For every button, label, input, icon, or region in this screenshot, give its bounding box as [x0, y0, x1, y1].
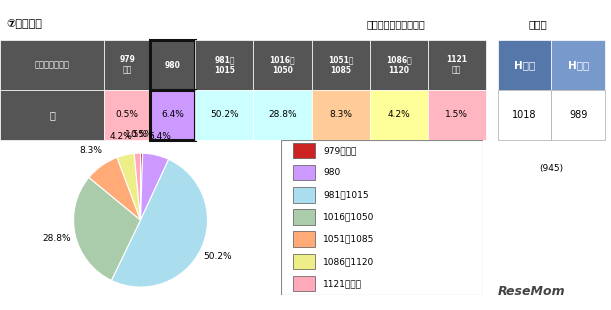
Text: 6.4%: 6.4% [161, 110, 184, 119]
Bar [370, 40, 428, 90]
Bar [498, 40, 552, 90]
Wedge shape [141, 153, 169, 220]
Bar [428, 90, 486, 140]
Text: 1016～1050: 1016～1050 [323, 212, 375, 222]
Wedge shape [111, 159, 208, 287]
Bar [552, 40, 605, 90]
Wedge shape [134, 153, 141, 220]
Bar [150, 40, 196, 90]
Bar [293, 276, 315, 291]
Text: 980: 980 [323, 168, 341, 177]
Bar [196, 90, 254, 140]
Text: 28.8%: 28.8% [43, 234, 71, 243]
Bar [104, 40, 150, 90]
Text: H２２: H２２ [514, 60, 535, 70]
Text: 4.2%: 4.2% [110, 132, 133, 141]
Bar [104, 90, 150, 140]
Text: 28.8%: 28.8% [268, 110, 297, 119]
Text: 6.4%: 6.4% [149, 132, 172, 141]
Bar [293, 209, 315, 225]
Text: 989: 989 [569, 110, 587, 120]
Bar [0, 40, 104, 90]
Bar [293, 232, 315, 247]
Text: 8.3%: 8.3% [329, 110, 352, 119]
Text: ＊太枚は標準授業時数: ＊太枚は標準授業時数 [367, 19, 425, 29]
Text: 1051～1085: 1051～1085 [323, 235, 375, 244]
Bar [0, 90, 104, 140]
Bar [293, 165, 315, 180]
Text: 50.2%: 50.2% [210, 110, 239, 119]
Bar [312, 40, 370, 90]
Text: 979
以下: 979 以下 [119, 55, 135, 75]
Text: (945): (945) [540, 164, 563, 173]
Wedge shape [117, 153, 141, 220]
Bar [293, 143, 315, 158]
Text: 1121
以上: 1121 以上 [446, 55, 467, 75]
Bar [150, 90, 196, 140]
Text: 平均値: 平均値 [529, 19, 547, 29]
Text: 1016～
1050: 1016～ 1050 [269, 55, 295, 75]
Bar [428, 40, 486, 90]
Text: 981～1015: 981～1015 [323, 190, 369, 199]
Text: 1121　以上: 1121 以上 [323, 279, 362, 288]
Text: H２０: H２０ [568, 60, 589, 70]
Text: ReseMom: ReseMom [498, 285, 565, 298]
Bar [150, 90, 196, 140]
Text: 50.2%: 50.2% [203, 252, 232, 261]
Text: 979　以下: 979 以下 [323, 146, 357, 155]
Bar [552, 90, 605, 140]
Text: 980: 980 [165, 60, 181, 70]
Text: 1086～
1120: 1086～ 1120 [386, 55, 411, 75]
Bar [498, 90, 552, 140]
Text: 981～
1015: 981～ 1015 [214, 55, 235, 75]
Text: 8.3%: 8.3% [79, 146, 102, 155]
Bar [370, 90, 428, 140]
Bar [293, 254, 315, 269]
Text: ％: ％ [49, 110, 55, 120]
Text: 1086～1120: 1086～1120 [323, 257, 375, 266]
Text: 4.2%: 4.2% [387, 110, 410, 119]
Bar [254, 40, 312, 90]
Wedge shape [141, 153, 142, 220]
Text: 0.5%: 0.5% [115, 110, 139, 119]
Text: 0.5%: 0.5% [130, 130, 153, 139]
Bar [312, 90, 370, 140]
Bar [293, 187, 315, 202]
Wedge shape [73, 177, 141, 281]
Text: ⑦第６学年: ⑦第６学年 [6, 19, 42, 29]
Text: 1051～
1085: 1051～ 1085 [327, 55, 353, 75]
Bar [196, 40, 254, 90]
Text: 年間総授業時数: 年間総授業時数 [35, 60, 70, 70]
Text: 1.5%: 1.5% [445, 110, 468, 119]
Text: 1018: 1018 [513, 110, 537, 120]
Bar [150, 40, 196, 90]
Bar [254, 90, 312, 140]
Wedge shape [89, 157, 141, 220]
Text: 1.5%: 1.5% [125, 130, 148, 139]
